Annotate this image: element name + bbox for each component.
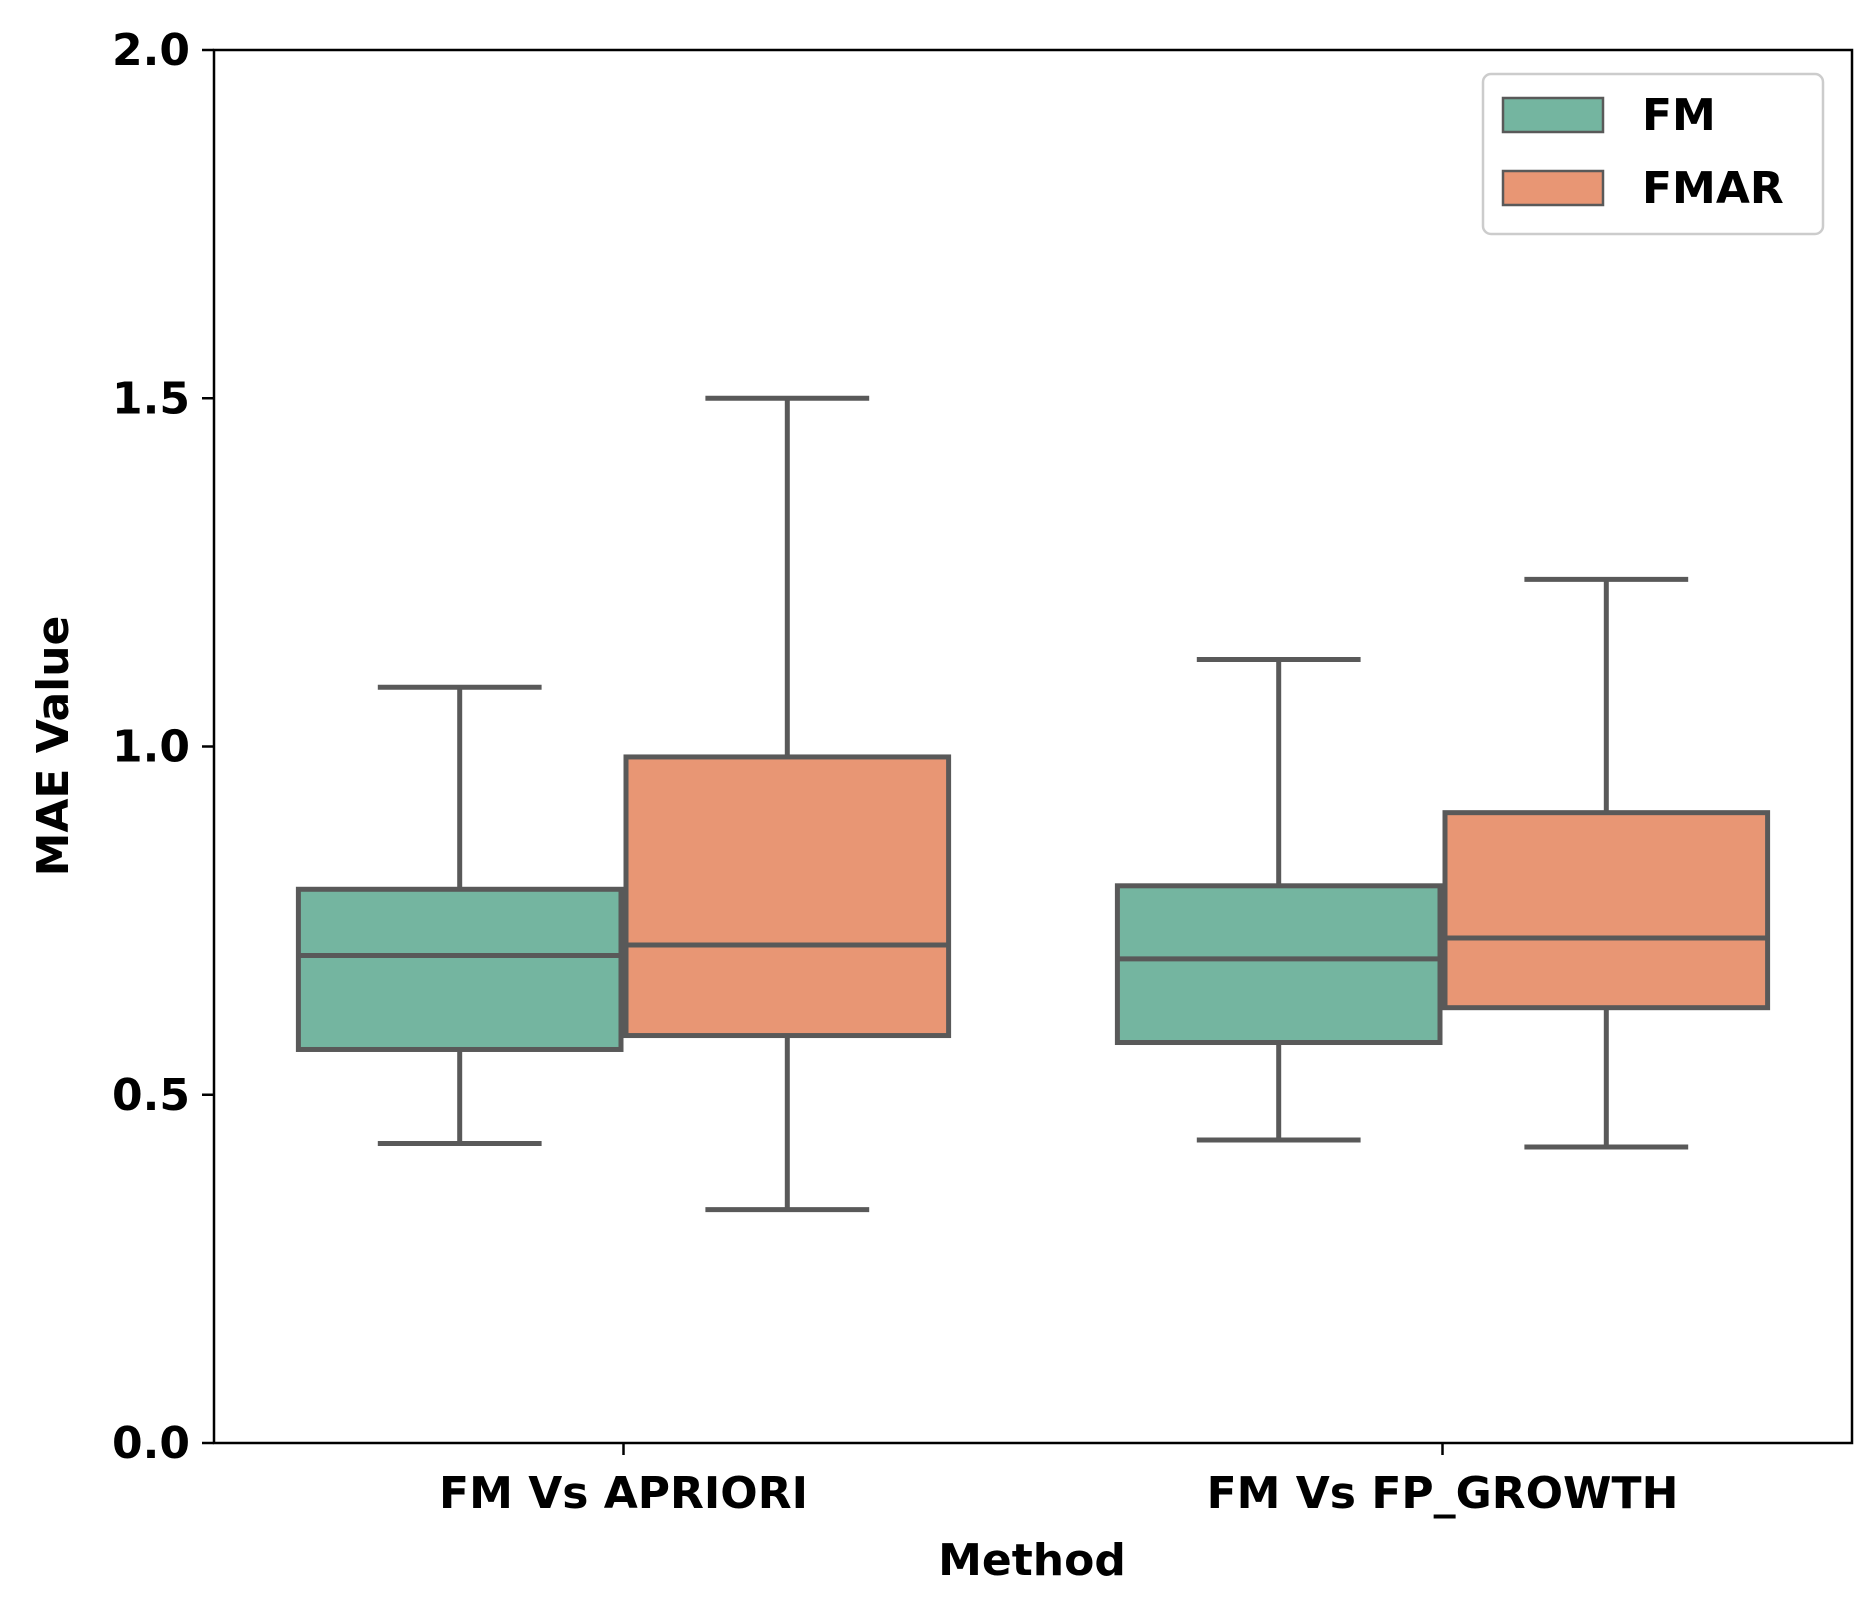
- legend-swatch-fm: [1501, 96, 1605, 134]
- y-tick-label: 1.5: [112, 373, 190, 424]
- box-fm-2: [1114, 656, 1443, 1143]
- y-tick-label: 1.0: [112, 722, 190, 773]
- legend-label-fm: FM: [1642, 90, 1716, 141]
- legend-label-fmar: FMAR: [1642, 163, 1784, 214]
- box-fm-1: [295, 684, 624, 1147]
- box-plot-series: [295, 395, 1771, 1213]
- y-tick-label: 0.5: [112, 1070, 190, 1121]
- box-iqr: [295, 886, 624, 1052]
- plot-area-frame: [212, 48, 1854, 1445]
- box-iqr: [1114, 883, 1443, 1046]
- x-axis-label: Method: [938, 1535, 1126, 1586]
- y-tick-label: 2.0: [112, 25, 190, 76]
- x-tick-label: FM Vs FP_GROWTH: [1207, 1468, 1679, 1519]
- legend: FM FMAR: [1481, 72, 1825, 236]
- x-tick-label: FM Vs APRIORI: [439, 1468, 808, 1519]
- box-fmar-1: [623, 395, 952, 1213]
- y-axis-label: MAE Value: [28, 616, 79, 877]
- box-iqr: [1442, 810, 1771, 1011]
- y-axis-ticks: 0.0 0.5 1.0 1.5 2.0: [112, 25, 214, 1469]
- x-axis-ticks: FM Vs APRIORI FM Vs FP_GROWTH: [439, 1443, 1678, 1519]
- legend-swatch-fmar: [1501, 169, 1605, 207]
- box-fmar-2: [1442, 576, 1771, 1150]
- y-tick-label: 0.0: [112, 1418, 190, 1469]
- box-iqr: [623, 754, 952, 1039]
